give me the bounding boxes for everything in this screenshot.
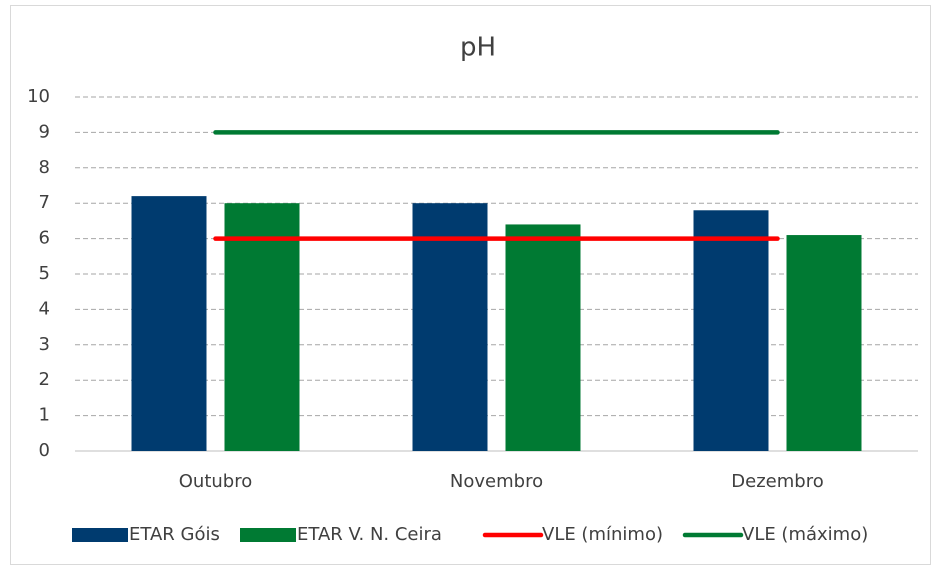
bar xyxy=(131,196,207,451)
bar xyxy=(412,203,488,451)
y-tick-label: 2 xyxy=(39,369,50,390)
x-tick-label: Outubro xyxy=(179,471,253,492)
y-tick-label: 7 xyxy=(39,192,50,213)
y-tick-label: 8 xyxy=(39,157,50,178)
legend-label: ETAR Góis xyxy=(129,524,220,545)
bar xyxy=(505,224,581,451)
y-tick-label: 0 xyxy=(39,440,50,461)
bar xyxy=(693,210,769,451)
bar xyxy=(224,203,300,451)
y-tick-label: 5 xyxy=(39,263,50,284)
y-tick-label: 3 xyxy=(39,334,50,355)
legend-swatch xyxy=(72,528,128,542)
legend-label: VLE (mínimo) xyxy=(542,524,663,545)
x-tick-label: Dezembro xyxy=(731,471,823,492)
legend-swatch xyxy=(240,528,296,542)
legend-label: VLE (máximo) xyxy=(742,524,868,545)
chart-title: pH xyxy=(460,33,496,63)
y-tick-label: 4 xyxy=(39,298,50,319)
y-tick-label: 1 xyxy=(39,405,50,426)
y-tick-label: 10 xyxy=(27,86,50,107)
x-tick-label: Novembro xyxy=(450,471,543,492)
legend-label: ETAR V. N. Ceira xyxy=(297,524,442,545)
bar xyxy=(786,235,862,451)
y-tick-label: 6 xyxy=(39,228,50,249)
y-tick-label: 9 xyxy=(39,121,50,142)
